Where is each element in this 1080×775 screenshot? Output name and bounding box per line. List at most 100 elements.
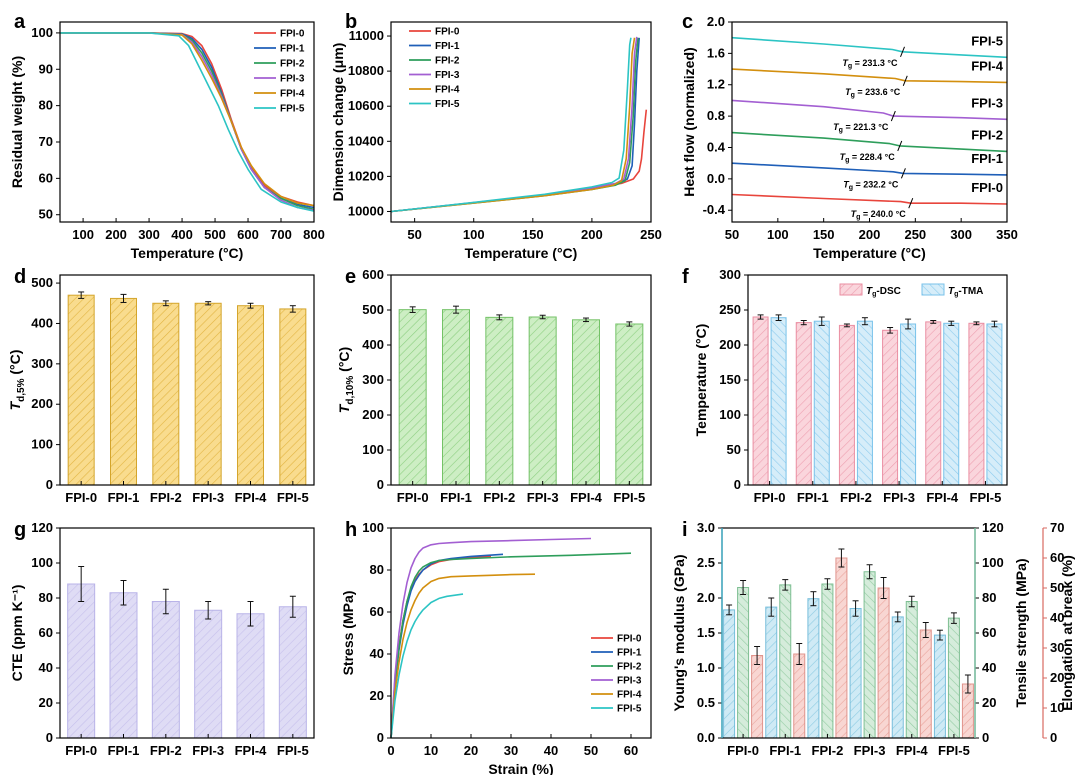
bar-fpi-1-0 xyxy=(765,606,778,739)
bar-fpi-0-1 xyxy=(737,587,750,739)
bar-fpi-3 xyxy=(194,609,223,739)
curve-label-fpi-3: FPI-3 xyxy=(971,95,1003,110)
panel-label-e: e xyxy=(345,266,356,288)
legend-label-fpi-4: FPI-4 xyxy=(617,690,642,701)
bar-fpi-1 xyxy=(442,309,470,486)
x-category-label: FPI-0 xyxy=(727,743,759,758)
bar-fpi-1 xyxy=(110,297,137,486)
bar-fpi-0 xyxy=(67,583,96,739)
bar-fpi-2 xyxy=(485,316,514,486)
x-tick-label: 50 xyxy=(584,743,598,758)
y-tick-label: 2.0 xyxy=(707,14,725,29)
y-tick-label: 0 xyxy=(982,730,989,745)
x-tick-label: 300 xyxy=(138,227,160,242)
bar-fpi-4-0 xyxy=(891,616,904,739)
y-tick-label: 40 xyxy=(39,660,53,675)
bar-fpi-2-1 xyxy=(821,583,834,739)
y-axis-label-b: Dimension change (μm) xyxy=(330,43,346,202)
legend-label-fpi-1: FPI-1 xyxy=(435,41,460,52)
y-tick-label: 90 xyxy=(39,61,53,76)
x-category-label: FPI-4 xyxy=(235,490,268,505)
legend-label-fpi-0: FPI-0 xyxy=(280,29,305,40)
x-category-label: FPI-5 xyxy=(970,490,1002,505)
panel-label-g: g xyxy=(14,519,26,541)
y-tick-label: 80 xyxy=(39,590,53,605)
series-line-fpi-0 xyxy=(60,32,315,207)
series-line-fpi-3 xyxy=(731,99,1008,121)
y-axis-label-a: Residual weight (%) xyxy=(9,56,25,188)
y-tick-label: 0 xyxy=(734,477,741,492)
x-category-label: FPI-0 xyxy=(65,743,97,758)
series-line-fpi-1 xyxy=(60,32,315,209)
bar-fpi-4-2 xyxy=(919,629,932,739)
y-axis-label-i-modulus: Young's modulus (GPa) xyxy=(671,554,687,711)
y-tick-label: 1.2 xyxy=(707,77,725,92)
bar-fpi-0-0 xyxy=(752,316,769,486)
plot-frame-f xyxy=(747,274,1008,486)
x-category-label: FPI-3 xyxy=(854,743,886,758)
bar-fpi-5-0 xyxy=(968,322,985,486)
x-category-label: FPI-3 xyxy=(192,490,224,505)
y-tick-label: 400 xyxy=(31,315,53,330)
x-tick-label: 200 xyxy=(581,227,603,242)
bar-fpi-2 xyxy=(151,601,180,739)
legend-label-fpi-3: FPI-3 xyxy=(280,74,305,85)
y-tick-label: 150 xyxy=(719,372,741,387)
bar-fpi-1-1 xyxy=(779,584,792,739)
chart-panel-d: d FPI-0 FPI-1 FPI-2 FPI-3 FPI-4 FPI-5 0 100 200 30… xyxy=(7,266,315,505)
series-line-fpi-3 xyxy=(60,32,315,212)
bar-fpi-0 xyxy=(398,309,427,486)
bar-fpi-2-1 xyxy=(856,320,873,486)
y-tick-label: 20 xyxy=(370,688,384,703)
bar-fpi-2-0 xyxy=(838,324,855,486)
y-tick-label: 100 xyxy=(31,25,53,40)
panel-label-f: f xyxy=(682,266,689,288)
x-tick-label: 100 xyxy=(463,227,485,242)
series-line-fpi-5 xyxy=(390,37,632,213)
series-line-fpi-3 xyxy=(390,537,592,739)
bar-fpi-4-1 xyxy=(905,601,918,739)
series-line-fpi-5 xyxy=(731,36,1008,59)
tg-marker xyxy=(900,168,906,179)
bar-fpi-4 xyxy=(236,613,265,739)
x-category-label: FPI-0 xyxy=(65,490,97,505)
y-tick-label: 60 xyxy=(39,170,53,185)
y-axis-label-g: CTE (ppm K⁻¹) xyxy=(9,585,25,682)
x-category-label: FPI-1 xyxy=(108,743,140,758)
bar-fpi-2-2 xyxy=(835,557,848,739)
x-tick-label: 100 xyxy=(767,227,789,242)
x-category-label: FPI-0 xyxy=(754,490,786,505)
legend-label-fpi-0: FPI-0 xyxy=(617,634,642,645)
plot-frame-e xyxy=(390,274,652,486)
tg-annotation-fpi-3: Tg = 221.3 °C xyxy=(833,122,889,134)
curve-label-fpi-5: FPI-5 xyxy=(971,33,1003,48)
chart-panel-c: c 50 100 150 200 250 300 350 -0.4 0.0 0.4 0.8 1.2 1.6… xyxy=(681,11,1018,261)
series-line-fpi-2 xyxy=(731,131,1008,153)
bar-fpi-4 xyxy=(572,319,600,486)
curve-label-fpi-2: FPI-2 xyxy=(971,127,1003,142)
chart-panel-g: g FPI-0 FPI-1 FPI-2 FPI-3 FPI-4 FPI-5 0 20 40 60 80… xyxy=(9,519,315,758)
x-category-label: FPI-1 xyxy=(108,490,140,505)
y-tick-label: 0.4 xyxy=(707,139,726,154)
bar-fpi-0-2 xyxy=(751,655,764,739)
y-tick-label: 2.0 xyxy=(697,590,715,605)
bar-fpi-3 xyxy=(194,302,222,486)
y-tick-label: 60 xyxy=(1050,550,1064,565)
chart-panel-b: b 50 100 150 200 250 10000 10200 10400 10600 10800… xyxy=(330,11,662,261)
plot-frame-d xyxy=(59,274,315,486)
x-category-label: FPI-0 xyxy=(397,490,429,505)
y-tick-label: 500 xyxy=(31,275,53,290)
legend-label-fpi-0: FPI-0 xyxy=(435,27,460,38)
y-tick-label: 0 xyxy=(377,730,384,745)
y-axis-label-e: Td,10% (°C) xyxy=(336,347,356,413)
y-tick-label: 70 xyxy=(39,134,53,149)
x-category-label: FPI-4 xyxy=(570,490,603,505)
y-tick-label: 200 xyxy=(362,407,384,422)
bar-fpi-1-1 xyxy=(813,320,830,486)
x-category-label: FPI-1 xyxy=(797,490,829,505)
x-tick-label: 60 xyxy=(624,743,638,758)
series-line-fpi-5 xyxy=(390,593,464,739)
x-category-label: FPI-3 xyxy=(883,490,915,505)
y-tick-label: 10200 xyxy=(348,168,384,183)
